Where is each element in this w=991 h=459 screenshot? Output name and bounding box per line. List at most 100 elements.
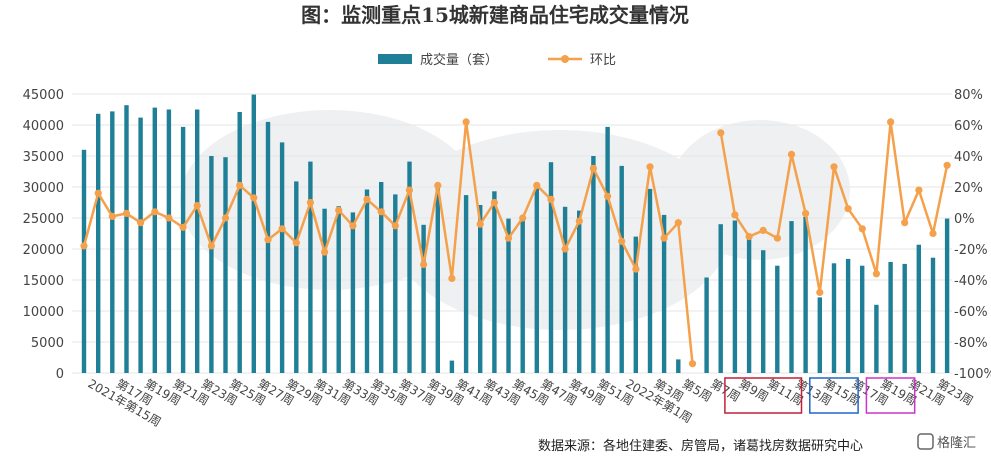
line-point xyxy=(943,161,951,169)
line-point xyxy=(462,118,470,126)
line-point xyxy=(80,242,88,250)
watermark-logo: 格隆汇 xyxy=(917,433,976,451)
line-point xyxy=(420,260,428,269)
watermark-text: 格隆汇 xyxy=(937,435,976,451)
legend-bar-label: 成交量（套） xyxy=(420,52,498,68)
bar xyxy=(350,212,356,373)
bar xyxy=(591,156,596,373)
line-point xyxy=(504,234,513,242)
bar xyxy=(124,105,129,373)
line-point xyxy=(250,194,258,202)
line-point xyxy=(122,209,131,217)
y-axis-left: 0 5000 10000 15000 20000 25000 30000 35000 40000… xyxy=(23,88,64,382)
y-left-tick-label: 35000 xyxy=(23,150,64,165)
line-point xyxy=(179,223,187,231)
y-left-tick-label: 5000 xyxy=(31,336,64,351)
bar xyxy=(902,263,907,373)
line-point xyxy=(745,233,753,241)
line-point xyxy=(278,225,286,233)
y-left-tick-label: 25000 xyxy=(23,212,64,227)
line-point xyxy=(802,209,810,217)
bar xyxy=(138,117,143,373)
bar xyxy=(520,219,525,373)
line-point xyxy=(151,208,159,216)
bar xyxy=(81,149,87,373)
bar xyxy=(845,258,851,373)
line-point xyxy=(561,245,569,253)
line-point xyxy=(476,220,484,228)
bar xyxy=(393,194,398,373)
line-point xyxy=(717,129,725,137)
line-point xyxy=(872,270,881,278)
line-point xyxy=(363,195,371,203)
line-point xyxy=(901,219,909,227)
bar xyxy=(449,360,455,373)
y-right-tick-label: 80% xyxy=(954,88,983,103)
bar xyxy=(718,224,723,373)
bar xyxy=(195,109,200,373)
line-point xyxy=(660,234,668,242)
line-point xyxy=(844,205,852,213)
y-right-tick-label: 60% xyxy=(954,119,983,134)
bar xyxy=(279,142,285,373)
line-point xyxy=(887,118,895,126)
bar xyxy=(619,165,624,373)
bar xyxy=(336,206,341,373)
bar xyxy=(463,195,469,373)
bar xyxy=(506,218,511,373)
bar xyxy=(647,188,653,373)
bar xyxy=(860,265,865,373)
y-left-tick-label: 30000 xyxy=(23,181,64,196)
chart-legend: 成交量（套） 环比 xyxy=(378,52,616,68)
line-point xyxy=(448,274,456,282)
bar xyxy=(817,297,822,373)
line-point xyxy=(221,214,230,222)
bar xyxy=(930,257,936,373)
bar xyxy=(421,224,426,373)
bar xyxy=(364,189,370,373)
bar xyxy=(548,162,554,373)
line-point xyxy=(108,212,116,220)
highlight-box xyxy=(865,377,916,414)
legend-line-marker xyxy=(561,55,569,63)
line-point xyxy=(236,181,244,189)
y-left-tick-label: 10000 xyxy=(23,305,64,320)
line-point xyxy=(575,217,583,225)
y-right-tick-label: -40% xyxy=(954,274,988,289)
line-point xyxy=(377,208,385,216)
bar xyxy=(916,244,921,373)
line-point xyxy=(207,242,215,250)
line-point xyxy=(830,163,838,171)
y-left-tick-label: 15000 xyxy=(23,274,64,289)
line-point xyxy=(589,164,598,172)
line-point xyxy=(165,214,173,222)
line-point xyxy=(816,288,824,296)
line-point xyxy=(137,219,145,227)
legend-bar-swatch xyxy=(378,54,412,64)
line-point xyxy=(306,198,314,207)
line-point xyxy=(688,360,697,368)
bar xyxy=(746,234,752,373)
line-point xyxy=(519,214,527,222)
bar xyxy=(180,126,186,374)
line-point xyxy=(292,239,300,247)
highlight-boxes xyxy=(724,377,916,414)
line-point xyxy=(405,186,413,194)
line-point xyxy=(434,181,442,189)
y-right-tick-label: 20% xyxy=(954,181,983,196)
line-point xyxy=(773,234,782,242)
bar xyxy=(237,112,242,373)
bar xyxy=(478,205,483,373)
line-point xyxy=(335,206,343,214)
bar-series xyxy=(81,94,950,374)
line-point xyxy=(264,236,272,244)
bar xyxy=(110,111,115,374)
watermark-icon xyxy=(917,433,934,450)
line-point xyxy=(915,186,923,194)
y-right-tick-label: 0% xyxy=(954,212,975,227)
bar xyxy=(676,359,681,373)
line-point xyxy=(547,195,555,203)
bar xyxy=(888,262,893,373)
line-point xyxy=(929,229,937,238)
bar xyxy=(534,187,539,373)
